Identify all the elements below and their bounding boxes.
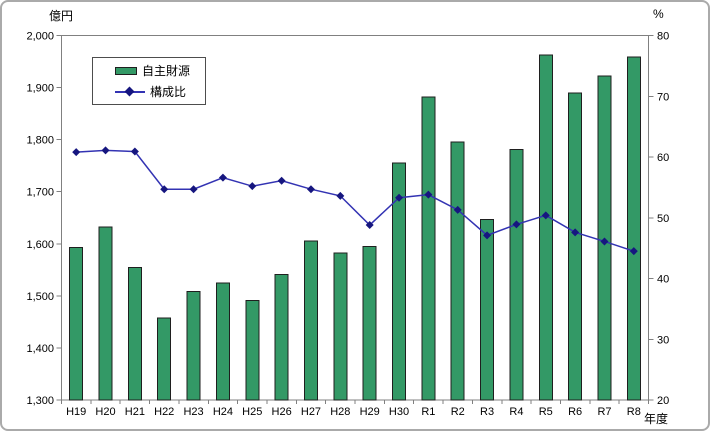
line-marker-R5 <box>541 211 550 220</box>
bar-R5 <box>538 54 553 401</box>
bar-R3 <box>480 218 495 401</box>
left-axis-title: 億円 <box>49 9 74 23</box>
bar-R2 <box>450 141 465 401</box>
bar-H20 <box>98 226 113 401</box>
x-axis-label-R7: R7 <box>597 406 611 418</box>
line-marker-R2 <box>453 205 462 214</box>
right-axis-tick-label: 80 <box>657 31 669 43</box>
x-axis-label-H28: H28 <box>330 406 350 418</box>
legend-item-bar-series: 自主財源 <box>115 65 205 77</box>
left-axis-tick-label: 1,500 <box>26 291 54 303</box>
line-marker-R7 <box>600 237 609 246</box>
line-marker-H21 <box>130 147 139 156</box>
left-axis-tick-label: 1,400 <box>26 343 54 355</box>
right-axis-tick-label: 70 <box>657 91 669 103</box>
left-axis-tick-label: 1,700 <box>26 187 54 199</box>
line-marker-H20 <box>101 146 110 155</box>
left-axis-tick-label: 2,000 <box>26 31 54 43</box>
bar-H28 <box>333 252 348 401</box>
line-marker-H27 <box>306 185 315 194</box>
legend-label-line-series: 構成比 <box>150 84 187 99</box>
line-marker-R1 <box>424 190 433 199</box>
line-marker-H29 <box>365 221 374 230</box>
line-marker-H22 <box>160 185 169 194</box>
right-axis-tick-label: 20 <box>657 395 669 407</box>
right-axis-tick-label: 50 <box>657 213 669 225</box>
line-marker-R8 <box>629 247 638 256</box>
x-axis-label-R4: R4 <box>509 406 523 418</box>
x-axis-label-H23: H23 <box>183 406 203 418</box>
left-axis-tick-label: 1,300 <box>26 395 54 407</box>
right-axis-tick-label: 60 <box>657 152 669 164</box>
line-marker-H24 <box>218 173 227 182</box>
bar-H27 <box>303 240 318 401</box>
legend-label-bar-series: 自主財源 <box>142 63 191 78</box>
bar-H25 <box>245 300 260 401</box>
line-marker-H19 <box>72 148 81 157</box>
bar-H24 <box>215 282 230 401</box>
bar-R1 <box>421 96 436 401</box>
composition-ratio-line <box>76 149 635 252</box>
bar-H29 <box>362 245 377 401</box>
diamond-marker-icon <box>124 86 135 96</box>
bar-H21 <box>127 267 142 401</box>
line-marker-H25 <box>248 182 257 191</box>
bar-series-swatch-icon <box>115 66 137 75</box>
x-axis-label-H22: H22 <box>154 406 174 418</box>
right-axis-title: % <box>653 7 664 21</box>
line-marker-H23 <box>189 185 198 194</box>
x-axis-label-R5: R5 <box>539 406 553 418</box>
bar-R6 <box>568 92 583 401</box>
line-marker-R3 <box>483 231 492 240</box>
line-marker-H26 <box>277 176 286 185</box>
line-marker-R6 <box>571 228 580 237</box>
bar-R8 <box>626 56 641 401</box>
left-axis-tick-label: 1,900 <box>26 83 54 95</box>
x-axis-title: 年度 <box>644 412 669 426</box>
x-axis-label-R8: R8 <box>627 406 641 418</box>
bar-H30 <box>392 162 407 401</box>
x-axis-label-H20: H20 <box>95 406 115 418</box>
x-axis-label-R1: R1 <box>421 406 435 418</box>
x-axis-label-H26: H26 <box>272 406 292 418</box>
line-marker-H30 <box>395 193 404 202</box>
bar-H26 <box>274 274 289 401</box>
bar-R4 <box>509 149 524 401</box>
line-marker-R4 <box>512 220 521 229</box>
x-axis-label-R2: R2 <box>451 406 465 418</box>
x-axis-label-H19: H19 <box>66 406 86 418</box>
left-axis-tick-label: 1,600 <box>26 239 54 251</box>
x-axis-label-H27: H27 <box>301 406 321 418</box>
bar-H19 <box>69 246 84 401</box>
x-axis-label-H29: H29 <box>360 406 380 418</box>
x-axis-label-R6: R6 <box>568 406 582 418</box>
line-series-swatch-icon <box>115 86 145 96</box>
x-axis-label-H25: H25 <box>242 406 262 418</box>
right-axis-tick-label: 40 <box>657 274 669 286</box>
right-axis-tick-label: 30 <box>657 334 669 346</box>
line-marker-H28 <box>336 191 345 200</box>
bar-H22 <box>157 317 172 401</box>
bar-H23 <box>186 291 201 401</box>
left-axis-tick-label: 1,800 <box>26 135 54 147</box>
x-axis-label-H21: H21 <box>125 406 145 418</box>
x-axis-label-H30: H30 <box>389 406 409 418</box>
x-axis-label-H24: H24 <box>213 406 233 418</box>
legend-item-line-series: 構成比 <box>115 86 205 98</box>
x-axis-label-R3: R3 <box>480 406 494 418</box>
legend: 自主財源 構成比 <box>92 57 206 105</box>
